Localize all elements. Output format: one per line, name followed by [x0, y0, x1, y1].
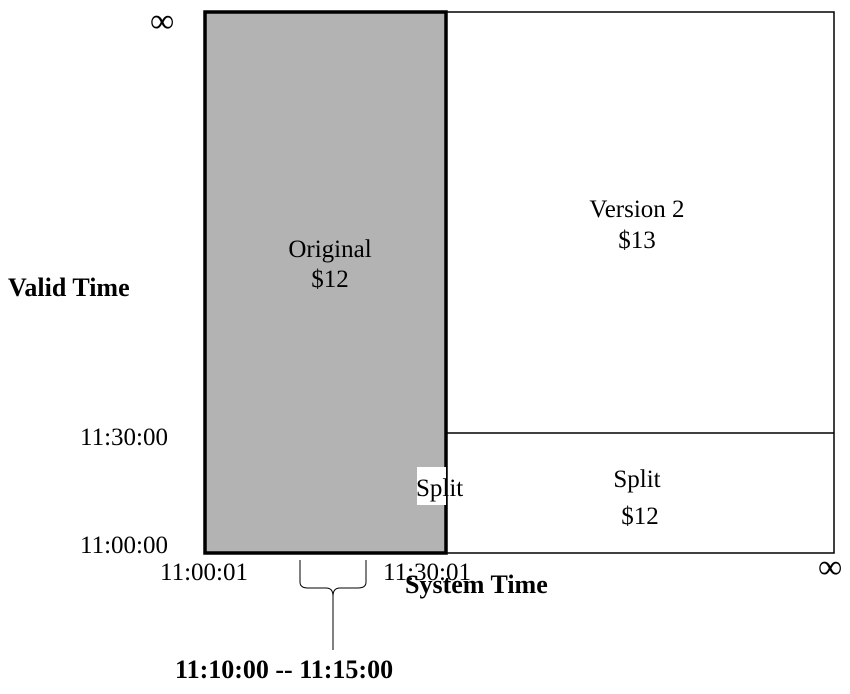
x-tick-110001: 11:00:01	[160, 559, 248, 586]
split-tag: Split	[416, 475, 463, 502]
infinity-top: ∞	[150, 3, 174, 40]
infinity-right: ∞	[818, 549, 842, 586]
brace-range-label: 11:10:00 -- 11:15:00	[175, 655, 393, 684]
version2-region-name: Version 2	[589, 196, 684, 223]
original-region-name: Original	[288, 236, 371, 263]
split-tag-background	[417, 467, 446, 505]
version2-region-price: $13	[618, 227, 656, 254]
original-region-price: $12	[311, 266, 349, 293]
y-tick-1130: 11:30:00	[80, 424, 168, 451]
range-brace	[299, 560, 367, 650]
split-region-name: Split	[613, 466, 660, 493]
y-tick-1100: 11:00:00	[80, 532, 168, 559]
y-axis-label: Valid Time	[8, 273, 130, 302]
split-region-price: $12	[621, 503, 659, 530]
original-region	[203, 10, 448, 555]
x-tick-113001: 11:30:01	[383, 559, 471, 586]
right-region-box	[445, 11, 835, 554]
x-axis-label: System Time	[405, 570, 548, 599]
